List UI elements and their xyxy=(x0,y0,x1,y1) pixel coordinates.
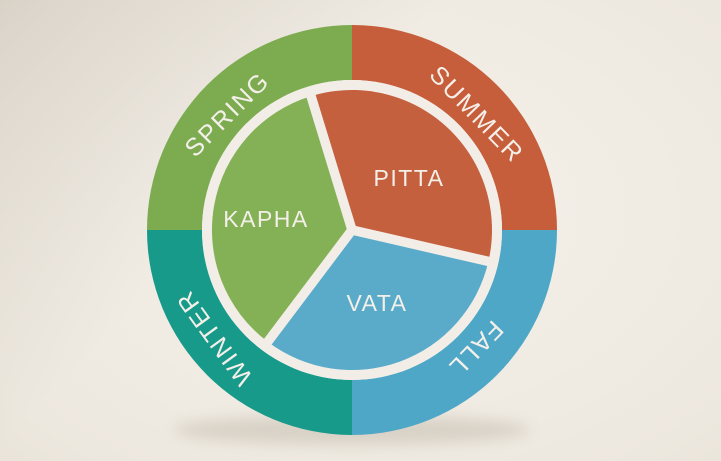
pie-segment-pitta xyxy=(311,89,492,262)
segment-divider xyxy=(260,227,356,350)
segment-divider xyxy=(304,89,357,232)
pie-segment-kapha xyxy=(211,96,352,342)
pie-segment-vata xyxy=(267,230,489,371)
ring-segment-winter xyxy=(147,230,352,435)
ring-segment-spring xyxy=(147,25,352,230)
dosha-label-vata: VATA xyxy=(347,290,408,316)
ring-segment-summer xyxy=(352,25,557,230)
segment-divider xyxy=(350,225,496,268)
dosha-label-kapha: KAPHA xyxy=(223,206,308,232)
dosha-label-pitta: PITTA xyxy=(374,165,445,191)
ring-segment-fall xyxy=(352,230,557,435)
